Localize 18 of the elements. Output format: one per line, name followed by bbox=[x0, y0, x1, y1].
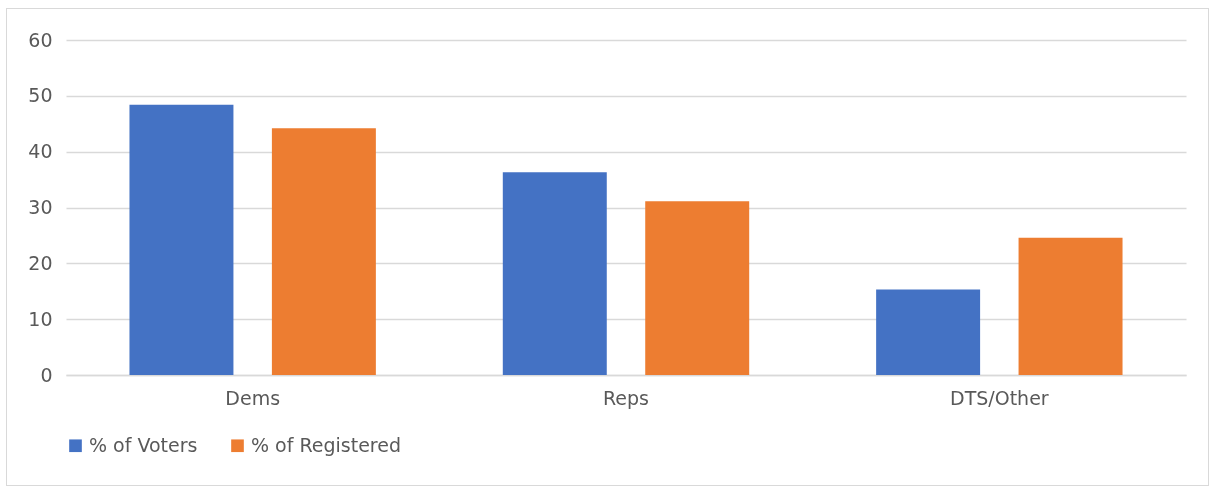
y-tick-label: 30 bbox=[28, 196, 53, 218]
y-tick-label: 50 bbox=[28, 84, 53, 107]
bar bbox=[645, 201, 750, 375]
x-tick-label: Dems bbox=[225, 386, 281, 409]
bar bbox=[876, 289, 981, 375]
bar bbox=[502, 172, 607, 375]
legend-label: % of Registered bbox=[251, 433, 402, 456]
y-tick-label: 10 bbox=[28, 307, 53, 330]
y-tick-label: 20 bbox=[28, 251, 53, 274]
y-tick-label: 60 bbox=[28, 28, 53, 51]
bar bbox=[129, 104, 234, 375]
y-tick-label: 40 bbox=[28, 140, 53, 163]
legend-label: % of Voters bbox=[89, 433, 198, 456]
bar bbox=[1018, 237, 1123, 375]
y-tick-label: 0 bbox=[40, 363, 53, 386]
x-tick-label: Reps bbox=[603, 386, 649, 409]
x-tick-label: DTS/Other bbox=[950, 386, 1049, 409]
bar bbox=[271, 128, 376, 375]
